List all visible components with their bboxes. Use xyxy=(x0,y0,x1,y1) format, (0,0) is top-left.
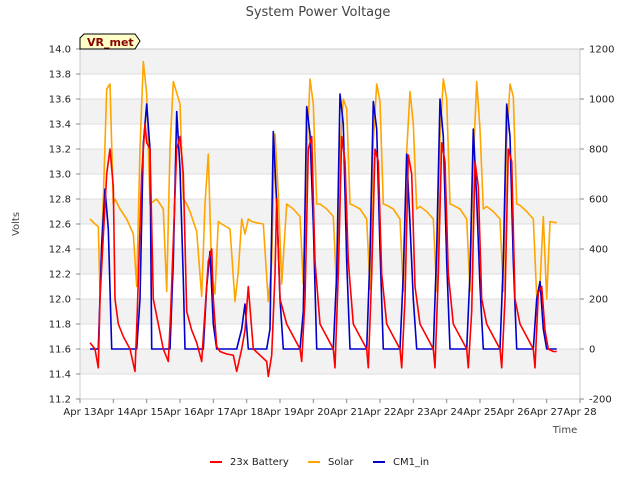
y-tick-label: 12.0 xyxy=(49,295,71,306)
y-tick-label: 13.4 xyxy=(49,120,71,131)
x-tick-label: Apr 16 xyxy=(163,407,196,418)
x-tick-label: Apr 19 xyxy=(263,407,296,418)
y-axis-label: Volts xyxy=(11,212,22,236)
x-tick-label: Apr 18 xyxy=(230,407,263,418)
annotation-text: VR_met xyxy=(87,36,134,49)
y2-tick-label: 1200 xyxy=(589,45,614,56)
plot-band xyxy=(80,99,580,124)
x-tick-label: Apr 25 xyxy=(463,407,496,418)
series-line-23x-battery xyxy=(89,123,557,378)
y-tick-label: 13.6 xyxy=(49,95,71,106)
y2-tick-label: 200 xyxy=(589,295,608,306)
plot-bands xyxy=(80,49,580,374)
x-tick-label: Apr 22 xyxy=(363,407,396,418)
series-line-solar xyxy=(89,60,557,303)
x-tick-label: Apr 14 xyxy=(97,407,130,418)
y-tick-label: 14.0 xyxy=(49,45,71,56)
y2-tick-label: 600 xyxy=(589,195,608,206)
annotation-badge: VR_met xyxy=(79,33,141,50)
y-tick-label: 12.2 xyxy=(49,270,71,281)
legend-label: CM1_in xyxy=(393,457,429,468)
plot-band xyxy=(80,49,580,74)
legend-label: Solar xyxy=(328,457,354,468)
x-tick-label: Apr 28 xyxy=(563,407,596,418)
y-tick-label: 13.0 xyxy=(49,170,71,181)
y-tick-label: 11.8 xyxy=(49,320,71,331)
y-tick-label: 13.2 xyxy=(49,145,71,156)
plot-band xyxy=(80,249,580,274)
x-tick-label: Apr 13 xyxy=(63,407,96,418)
series-lines xyxy=(89,60,557,378)
x-tick-label: Apr 27 xyxy=(530,407,563,418)
y-tick-label: 12.4 xyxy=(49,245,71,256)
y-tick-label: 13.8 xyxy=(49,70,71,81)
x-tick-label: Apr 26 xyxy=(497,407,530,418)
y2-tick-label: 400 xyxy=(589,245,608,256)
x-tick-label: Apr 17 xyxy=(197,407,230,418)
y-axis-ticks: 11.2 11.4 11.6 11.8 12.0 12.2 12.4 12.6 12.8 13.0… xyxy=(49,45,80,406)
plot-band xyxy=(80,299,580,324)
plot-band xyxy=(80,349,580,374)
series-line-cm1-in xyxy=(90,93,557,350)
y-tick-label: 11.2 xyxy=(49,395,71,406)
y-tick-label: 11.4 xyxy=(49,370,71,381)
annotation-badge-shape xyxy=(79,33,141,50)
x-tick-label: Apr 23 xyxy=(397,407,430,418)
y2-tick-label: 800 xyxy=(589,145,608,156)
legend: 23x Battery Solar CM1_in xyxy=(210,457,429,468)
y-tick-label: 12.6 xyxy=(49,220,71,231)
x-axis-ticks: Apr 13 Apr 14 Apr 15 Apr 16 Apr 17 Apr 18 Apr … xyxy=(63,399,597,418)
chart-title: System Power Voltage xyxy=(246,5,391,20)
y-tick-label: 12.8 xyxy=(49,195,71,206)
y2-tick-label: 0 xyxy=(589,345,595,356)
x-tick-label: Apr 15 xyxy=(130,407,163,418)
x-tick-label: Apr 20 xyxy=(297,407,330,418)
y-tick-label: 11.6 xyxy=(49,345,71,356)
y2-axis-ticks: -200 0 200 400 600 800 1000 1200 xyxy=(580,45,614,406)
legend-label: 23x Battery xyxy=(230,457,289,468)
y2-tick-label: -200 xyxy=(589,395,612,406)
x-tick-label: Apr 21 xyxy=(330,407,363,418)
x-axis-label: Time xyxy=(552,425,577,436)
x-tick-label: Apr 24 xyxy=(430,407,463,418)
plot-band xyxy=(80,149,580,174)
y2-tick-label: 1000 xyxy=(589,95,614,106)
